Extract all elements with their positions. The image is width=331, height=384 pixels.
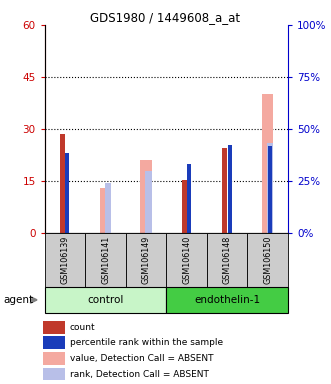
Bar [140,160,152,233]
Text: agent: agent [3,295,33,305]
Bar [105,183,111,233]
Bar [43,352,65,365]
Text: control: control [87,295,124,305]
Text: count: count [70,323,95,332]
Bar [145,170,152,233]
Text: rank, Detection Call = ABSENT: rank, Detection Call = ABSENT [70,369,209,379]
Bar [43,336,65,349]
Bar [222,148,227,233]
Bar [267,143,273,233]
Text: GDS1980 / 1449608_a_at: GDS1980 / 1449608_a_at [90,11,241,24]
Text: GSM106149: GSM106149 [142,236,151,284]
Bar [43,367,65,381]
Text: GSM106150: GSM106150 [263,236,272,284]
Bar [45,233,85,287]
Bar [166,287,288,313]
Bar [60,134,65,233]
Bar [45,287,166,313]
Text: endothelin-1: endothelin-1 [194,295,260,305]
Bar [166,233,207,287]
Bar [187,164,191,233]
Text: percentile rank within the sample: percentile rank within the sample [70,338,223,347]
Bar [43,321,65,334]
Bar [65,153,70,233]
Bar [207,233,247,287]
Bar [126,233,166,287]
Bar [262,94,273,233]
Bar [85,233,126,287]
Text: GSM106139: GSM106139 [61,236,70,284]
Bar [268,146,272,233]
Bar [227,145,232,233]
Text: GSM106148: GSM106148 [223,236,232,284]
Bar [100,188,111,233]
Bar [247,233,288,287]
Text: GSM106141: GSM106141 [101,236,110,284]
Bar [181,180,187,233]
Text: value, Detection Call = ABSENT: value, Detection Call = ABSENT [70,354,213,363]
Text: GSM106140: GSM106140 [182,236,191,284]
